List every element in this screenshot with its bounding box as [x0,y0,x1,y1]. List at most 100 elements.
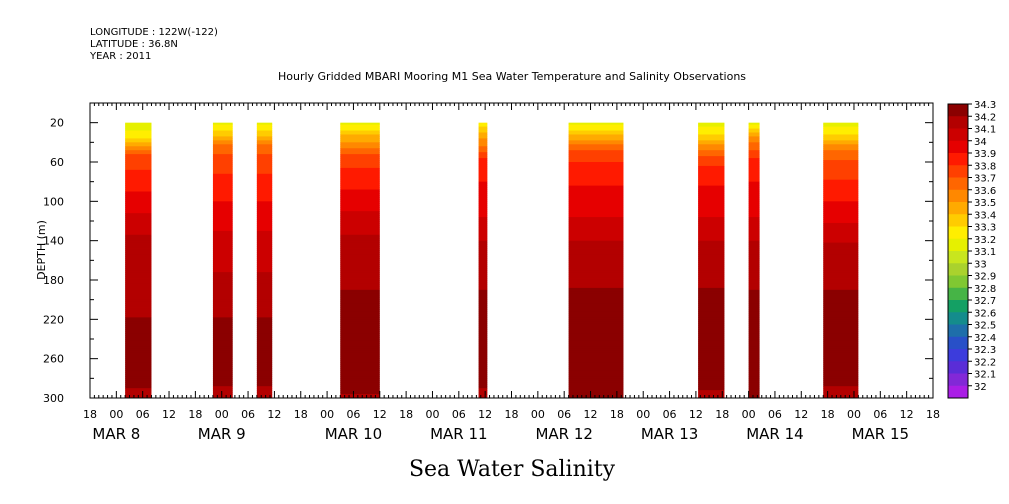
salinity-cell [340,211,380,214]
salinity-cell [212,323,233,326]
salinity-cell [478,179,488,183]
salinity-cell [823,148,859,151]
salinity-cell [748,160,760,163]
salinity-cell [478,291,488,295]
salinity-cell [340,226,380,230]
salinity-cell [212,342,233,346]
salinity-cell [125,360,152,363]
salinity-cell [125,193,152,196]
salinity-cell [698,219,725,222]
salinity-cell [698,295,725,299]
salinity-cell [748,283,760,287]
salinity-cell [748,311,760,314]
salinity-cell [568,297,624,301]
salinity-cell [256,278,273,281]
salinity-cell [125,303,152,306]
salinity-cell [823,276,859,279]
salinity-cell [698,372,725,375]
salinity-cell [212,319,233,322]
salinity-cell [698,232,725,236]
colorbar-label: 34.3 [974,100,996,111]
salinity-cell [256,130,273,133]
salinity-cell [340,333,380,336]
salinity-cell [823,278,859,281]
salinity-cell [823,281,859,285]
salinity-cell [698,285,725,289]
salinity-cell [340,354,380,358]
salinity-cell [340,191,380,194]
salinity-cell [478,158,488,161]
salinity-cell [478,193,488,196]
salinity-cell [698,183,725,186]
salinity-cell [748,136,760,139]
x-hour-label: 12 [373,408,387,421]
salinity-cell [256,291,273,295]
salinity-cell [698,130,725,133]
salinity-cell [212,148,233,151]
salinity-cell [212,160,233,163]
salinity-cell [340,234,380,238]
salinity-cell [256,199,273,202]
salinity-cell [125,354,152,358]
salinity-cell [256,189,273,192]
salinity-cell [125,197,152,200]
salinity-cell [748,191,760,194]
salinity-cell [212,165,233,169]
salinity-cell [478,352,488,356]
salinity-cell [698,307,725,310]
salinity-cell [340,309,380,312]
salinity-cell [212,250,233,253]
salinity-cell [823,126,859,129]
salinity-cell [125,144,152,147]
salinity-cell [823,222,859,226]
salinity-cell [212,193,233,196]
salinity-cell [823,165,859,169]
salinity-cell [256,254,273,257]
salinity-cell [568,315,624,318]
salinity-cell [478,280,488,283]
salinity-cell [125,254,152,257]
salinity-cell [478,130,488,133]
salinity-cell [823,297,859,301]
salinity-cell [748,329,760,332]
salinity-cell [568,240,624,244]
salinity-cell [125,266,152,269]
salinity-cell [823,376,859,379]
salinity-cell [823,197,859,200]
salinity-cell [478,209,488,212]
salinity-cell [340,315,380,318]
salinity-cell [698,386,725,389]
salinity-cell [340,240,380,244]
salinity-cell [340,187,380,190]
salinity-cell [478,152,488,155]
salinity-cell [748,142,760,145]
salinity-cell [340,205,380,208]
salinity-cell [568,254,624,257]
colorbar-swatch [948,361,968,374]
salinity-cell [256,307,273,310]
salinity-cell [748,333,760,336]
salinity-cell [125,211,152,214]
salinity-cell [748,323,760,326]
salinity-cell [256,350,273,354]
salinity-cell [212,144,233,147]
salinity-cell [698,211,725,214]
salinity-cell [256,240,273,244]
salinity-cell [256,152,273,155]
salinity-cell [823,163,859,167]
salinity-cell [568,201,624,204]
salinity-cell [698,366,725,369]
salinity-cell [212,211,233,214]
salinity-cell [256,256,273,259]
salinity-cell [823,348,859,352]
salinity-cell [698,384,725,387]
salinity-cell [823,360,859,363]
salinity-cell [823,154,859,157]
salinity-cell [568,374,624,377]
salinity-cell [568,195,624,198]
salinity-cell [748,368,760,371]
salinity-cell [568,191,624,194]
salinity-cell [125,195,152,198]
salinity-cell [340,339,380,342]
salinity-cell [212,138,233,141]
